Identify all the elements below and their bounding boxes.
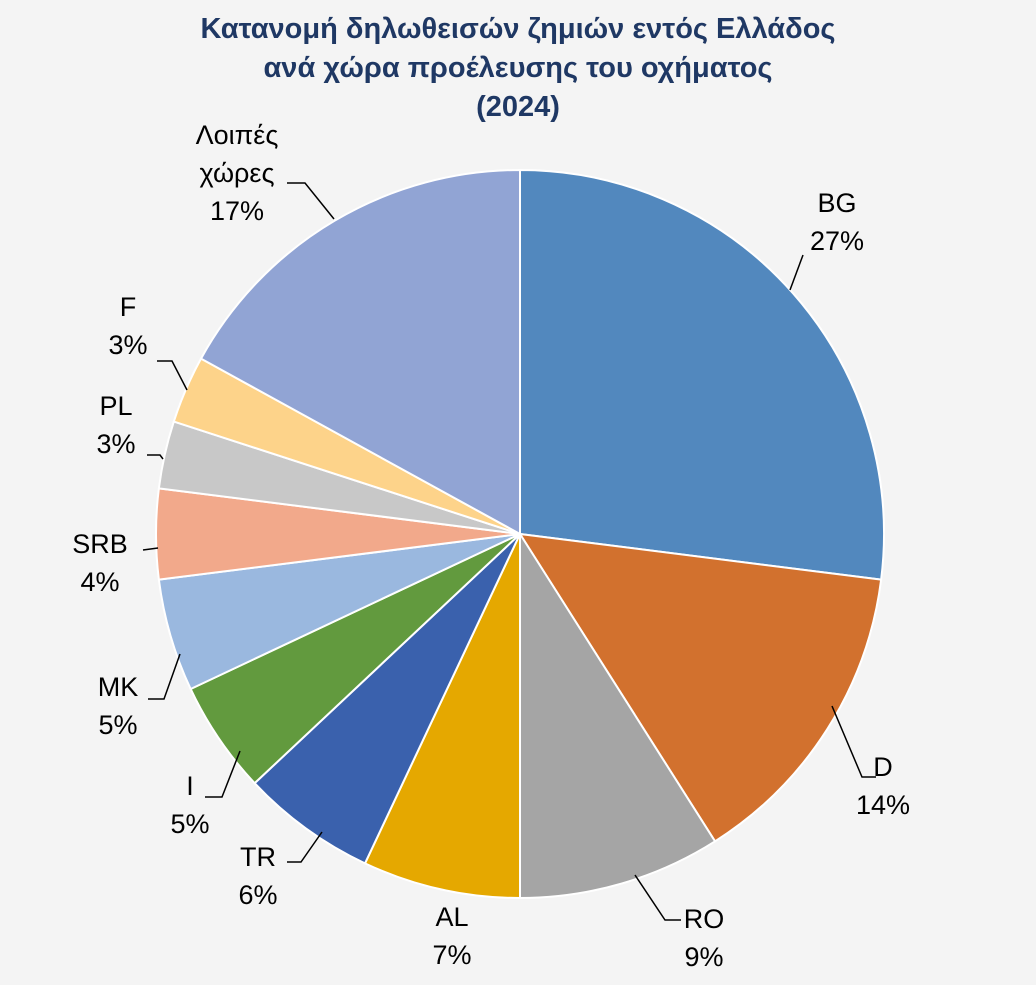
- leader-line-srb: [142, 547, 159, 551]
- data-label-λοιπές-χώρες: Λοιπές χώρες 17%: [196, 120, 279, 226]
- data-label-tr: TR 6%: [238, 842, 277, 910]
- data-label-mk: MK 5%: [98, 672, 139, 740]
- leader-line-tr: [287, 831, 323, 863]
- pie-slice-ro: [519, 530, 717, 900]
- pie-slice-λοιπές-χώρες: [199, 168, 521, 536]
- data-label-i: I 5%: [170, 771, 209, 839]
- data-label-ro: RO 9%: [684, 904, 725, 972]
- chart-title-line-2: ανά χώρα προέλευσης του οχήματος: [263, 52, 773, 84]
- data-label-bg: BG 27%: [810, 188, 864, 256]
- pie-slice-d: [518, 532, 883, 843]
- leader-line-mk: [148, 653, 181, 700]
- data-label-al: AL 7%: [432, 902, 471, 970]
- leader-line-pl: [147, 454, 164, 460]
- data-label-pl: PL 3%: [96, 391, 135, 459]
- leader-line-ro: [634, 874, 681, 921]
- leader-line-d: [831, 705, 876, 778]
- pie-slice-bg: [519, 168, 885, 581]
- pie-slice-tr: [253, 533, 521, 865]
- data-labels: BG 27% D 14% RO 9% AL 7% TR 6% I 5% MK 5% SRB 4% PL 3% F 3%…: [72, 120, 910, 972]
- data-label-srb: SRB 4%: [72, 529, 128, 597]
- chart-title-line-3: (2024): [476, 91, 560, 123]
- pie-slice-al: [363, 533, 521, 900]
- data-label-d: D 14%: [856, 752, 910, 820]
- leader-lines: [142, 182, 876, 921]
- leader-line-i: [205, 750, 241, 798]
- leader-line-f: [157, 360, 188, 391]
- chart-title-line-1: Κατανομή δηλωθεισών ζημιών εντός Ελλάδος: [200, 13, 836, 45]
- chart-title: Κατανομή δηλωθεισών ζημιών εντός Ελλάδος…: [0, 10, 1036, 127]
- leader-line-λοιπές-χώρες: [287, 182, 335, 220]
- leader-line-bg: [789, 254, 804, 291]
- data-label-f: F 3%: [108, 292, 147, 360]
- pie-slices: [155, 168, 885, 900]
